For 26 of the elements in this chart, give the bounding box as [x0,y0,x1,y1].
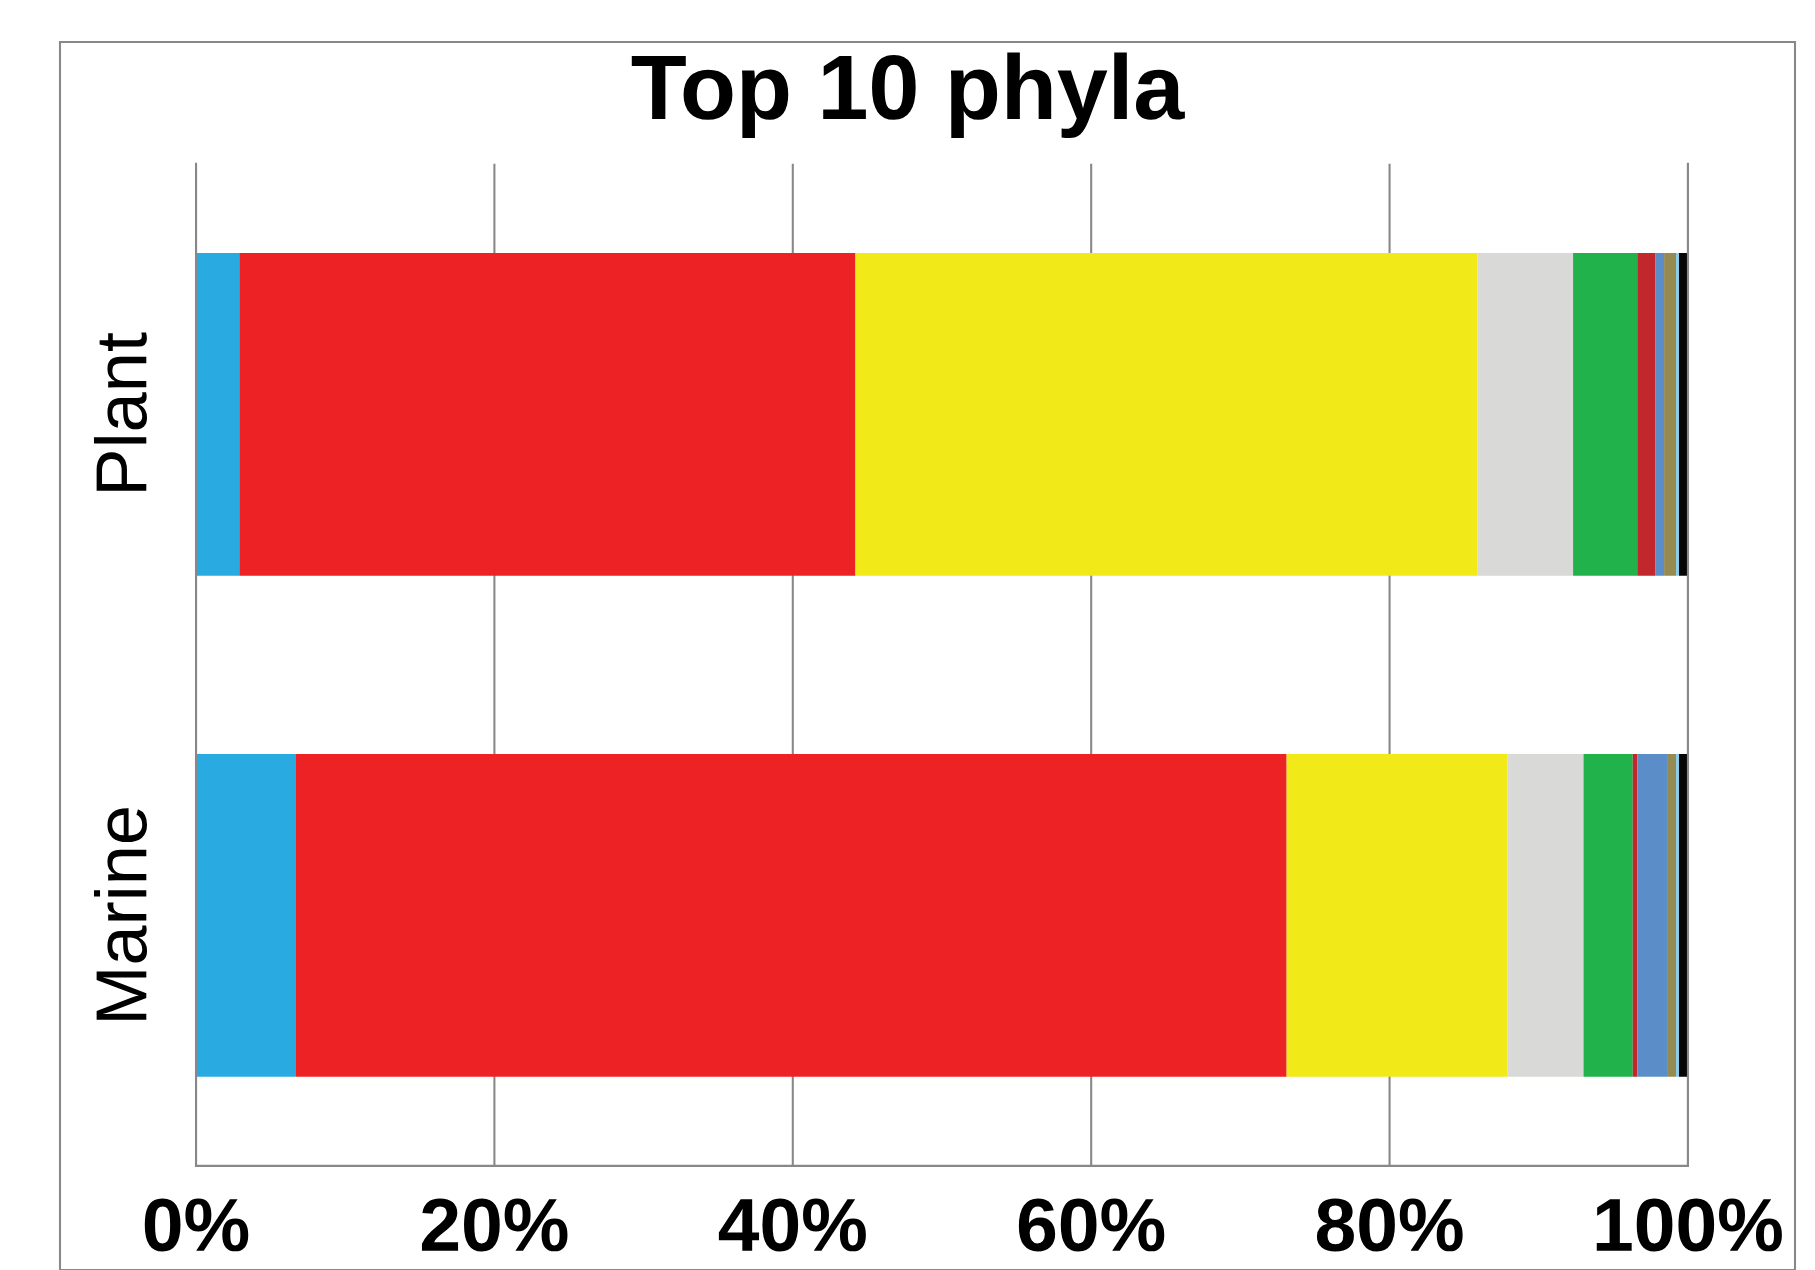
bar [1637,754,1668,1077]
x-tick-label: 80% [1316,1198,1463,1252]
bar [1477,253,1574,576]
bar [1583,754,1633,1077]
bar [1507,754,1584,1077]
x-tick-label: 100% [1596,1198,1782,1252]
x-tick-label: 0% [144,1198,249,1252]
bar [1637,253,1656,576]
chart-title: Top 10 phyla [631,52,1185,138]
y-tick-label: Plant [93,332,148,491]
bar [1676,253,1679,576]
x-tick-label: 20% [421,1198,568,1252]
bar [295,754,1287,1077]
bar [1664,253,1677,576]
bar [1573,253,1638,576]
x-tick-label: 40% [718,1198,866,1252]
x-tick-label: 60% [1018,1198,1165,1252]
bar [1286,754,1508,1077]
y-tick-label: Marine [93,808,148,1020]
bar [1676,754,1679,1077]
bar [239,253,856,576]
bar [1667,754,1677,1077]
bar [196,754,296,1077]
bar [196,253,240,576]
bar [855,253,1478,576]
bar [1655,253,1665,576]
